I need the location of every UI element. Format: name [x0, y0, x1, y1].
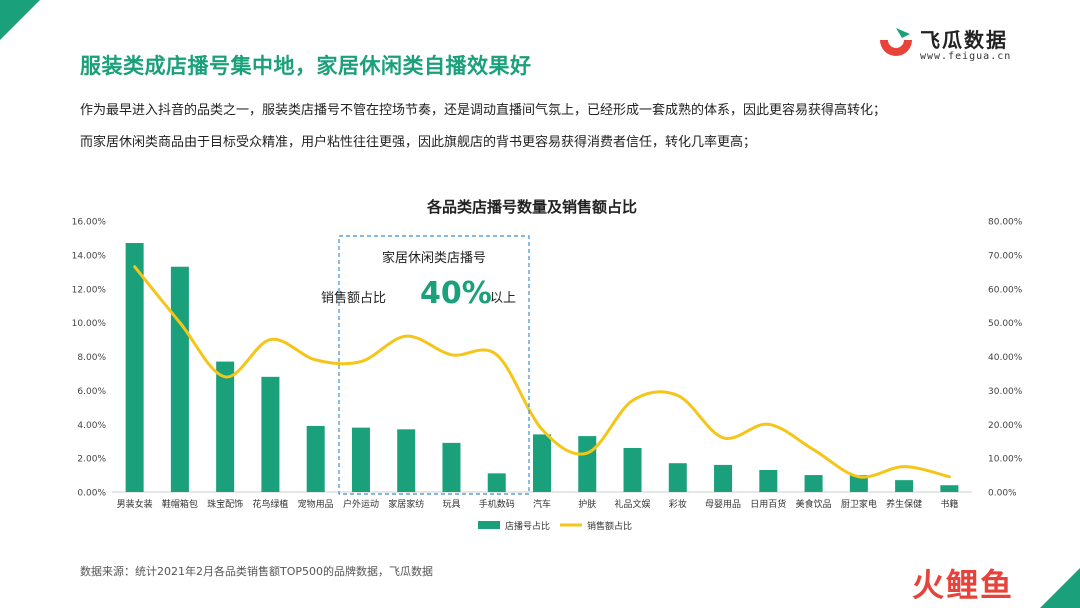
category-label: 汽车 — [533, 498, 551, 510]
logo-name: 飞瓜数据 — [920, 28, 1008, 52]
category-label: 宠物用品 — [298, 498, 334, 510]
legend-line-label: 销售额占比 — [587, 520, 632, 532]
brand-logo: 飞瓜数据 www.feigua.cn — [876, 24, 1036, 68]
bar — [487, 473, 506, 492]
left-tick-label: 6.00% — [77, 387, 106, 397]
chart-title: 各品类店播号数量及销售额占比 — [426, 198, 637, 216]
category-label: 家居家纺 — [388, 498, 424, 510]
left-tick-label: 16.00% — [72, 218, 107, 228]
right-tick-label: 10.00% — [988, 455, 1023, 465]
category-label: 礼品文娱 — [615, 498, 651, 510]
right-tick-label: 40.00% — [988, 353, 1023, 363]
bar — [623, 447, 642, 492]
bar — [895, 480, 914, 492]
category-labels: 男装女装 鞋帽箱包 珠宝配饰 花鸟绿植 宠物用品 户外运动 家居家纺 玩具 手机数码 汽车 护肤 礼品… — [117, 498, 959, 510]
bar — [216, 361, 235, 492]
category-label: 日用百货 — [750, 498, 786, 510]
left-tick-label: 0.00% — [77, 489, 106, 499]
corner-top-left-decoration — [0, 0, 40, 40]
logo-url: www.feigua.cn — [920, 51, 1012, 62]
bar — [804, 475, 823, 492]
page-title: 服装类成店播号集中地，家居休闲类自播效果好 — [80, 54, 532, 78]
category-label: 珠宝配饰 — [207, 498, 243, 510]
category-label: 书籍 — [940, 498, 958, 510]
description-line-2: 而家居休闲类商品由于目标受众精准，用户粘性往往更强，因此旗舰店的背书更容易获得消… — [80, 135, 757, 150]
callout-suffix: 以上 — [490, 291, 516, 306]
category-label: 玩具 — [442, 499, 460, 510]
category-label: 彩妆 — [669, 498, 687, 510]
bar — [351, 427, 370, 492]
left-tick-label: 10.00% — [72, 319, 107, 329]
left-tick-label: 4.00% — [77, 421, 106, 431]
data-source-note: 数据来源：统计2021年2月各品类销售额TOP500的品牌数据，飞瓜数据 — [80, 565, 433, 578]
bar — [759, 469, 778, 492]
category-label: 厨卫家电 — [841, 498, 877, 510]
right-tick-label: 30.00% — [988, 387, 1023, 397]
legend-bar-label: 店播号占比 — [505, 520, 550, 532]
bar — [714, 464, 733, 492]
callout-line1: 家居休闲类店播号 — [382, 250, 486, 266]
right-tick-label: 0.00% — [988, 489, 1017, 499]
bottom-brand-mark: 火鲤鱼 — [912, 566, 1015, 604]
bar — [170, 266, 189, 492]
left-tick-label: 8.00% — [77, 353, 106, 363]
category-label: 户外运动 — [343, 498, 379, 510]
bar — [668, 463, 687, 492]
right-tick-label: 70.00% — [988, 251, 1023, 261]
category-label: 鞋帽箱包 — [162, 498, 198, 510]
sales-line-series — [133, 265, 951, 479]
bar — [397, 429, 416, 492]
description-line-1: 作为最早进入抖音的品类之一，服装类店播号不管在控场节奏，还是调动直播间气氛上，已… — [80, 103, 887, 118]
right-tick-label: 60.00% — [988, 285, 1023, 295]
left-axis-ticks: 0.00% 2.00% 4.00% 6.00% 8.00% 10.00% 12.00% 14.… — [72, 218, 107, 499]
callout-box — [338, 235, 530, 495]
callout-big-number: 40% — [420, 276, 492, 311]
bar — [261, 376, 280, 492]
category-label: 手机数码 — [479, 498, 515, 510]
callout-prefix: 销售额占比 — [321, 290, 386, 306]
bar — [940, 485, 959, 492]
legend-bar-swatch — [478, 521, 500, 529]
right-axis-ticks: 0.00% 10.00% 20.00% 30.00% 40.00% 50.00% 60.00… — [988, 218, 1023, 499]
logo-mark-icon — [880, 28, 912, 56]
corner-bottom-right-decoration — [1040, 568, 1080, 608]
left-tick-label: 12.00% — [72, 285, 107, 295]
right-tick-label: 80.00% — [988, 218, 1023, 228]
category-label: 花鸟绿植 — [252, 498, 288, 510]
right-tick-label: 50.00% — [988, 319, 1023, 329]
left-tick-label: 2.00% — [77, 455, 106, 465]
category-label: 美食饮品 — [796, 498, 832, 510]
bar — [533, 434, 551, 492]
category-label: 母婴用品 — [705, 499, 741, 510]
bar-series — [125, 243, 959, 492]
category-label: 护肤 — [578, 498, 596, 510]
bar — [578, 436, 597, 492]
category-label: 养生保健 — [886, 498, 922, 510]
bar — [849, 475, 868, 492]
bar — [306, 425, 325, 492]
right-tick-label: 20.00% — [988, 421, 1023, 431]
category-label: 男装女装 — [117, 498, 153, 510]
left-tick-label: 14.00% — [72, 251, 107, 261]
bar — [442, 442, 461, 492]
bar — [125, 243, 144, 492]
